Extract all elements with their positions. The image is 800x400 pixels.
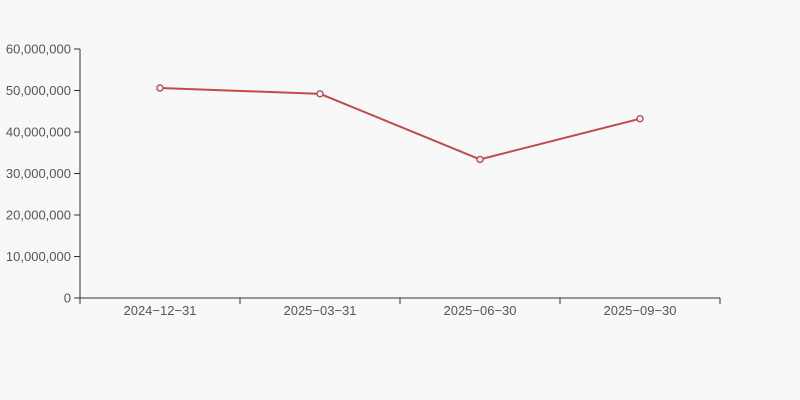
y-tick-label: 60,000,000 <box>6 42 71 57</box>
series-line <box>159 87 641 161</box>
y-tick-label: 50,000,000 <box>6 83 71 98</box>
data-point-marker[interactable] <box>636 115 644 123</box>
x-tick-label: 2025−06−30 <box>443 303 516 318</box>
y-tick-label: 40,000,000 <box>6 125 71 140</box>
data-point-marker[interactable] <box>316 90 324 98</box>
y-tick-label: 0 <box>64 291 71 306</box>
x-tick-label: 2025−09−30 <box>603 303 676 318</box>
x-tick-label: 2024−12−31 <box>123 303 196 318</box>
data-point-marker[interactable] <box>156 84 164 92</box>
y-tick-label: 20,000,000 <box>6 208 71 223</box>
data-point-marker[interactable] <box>476 155 484 164</box>
y-tick-label: 10,000,000 <box>6 249 71 264</box>
y-tick-label: 30,000,000 <box>6 166 71 181</box>
x-tick-label: 2025−03−31 <box>283 303 356 318</box>
